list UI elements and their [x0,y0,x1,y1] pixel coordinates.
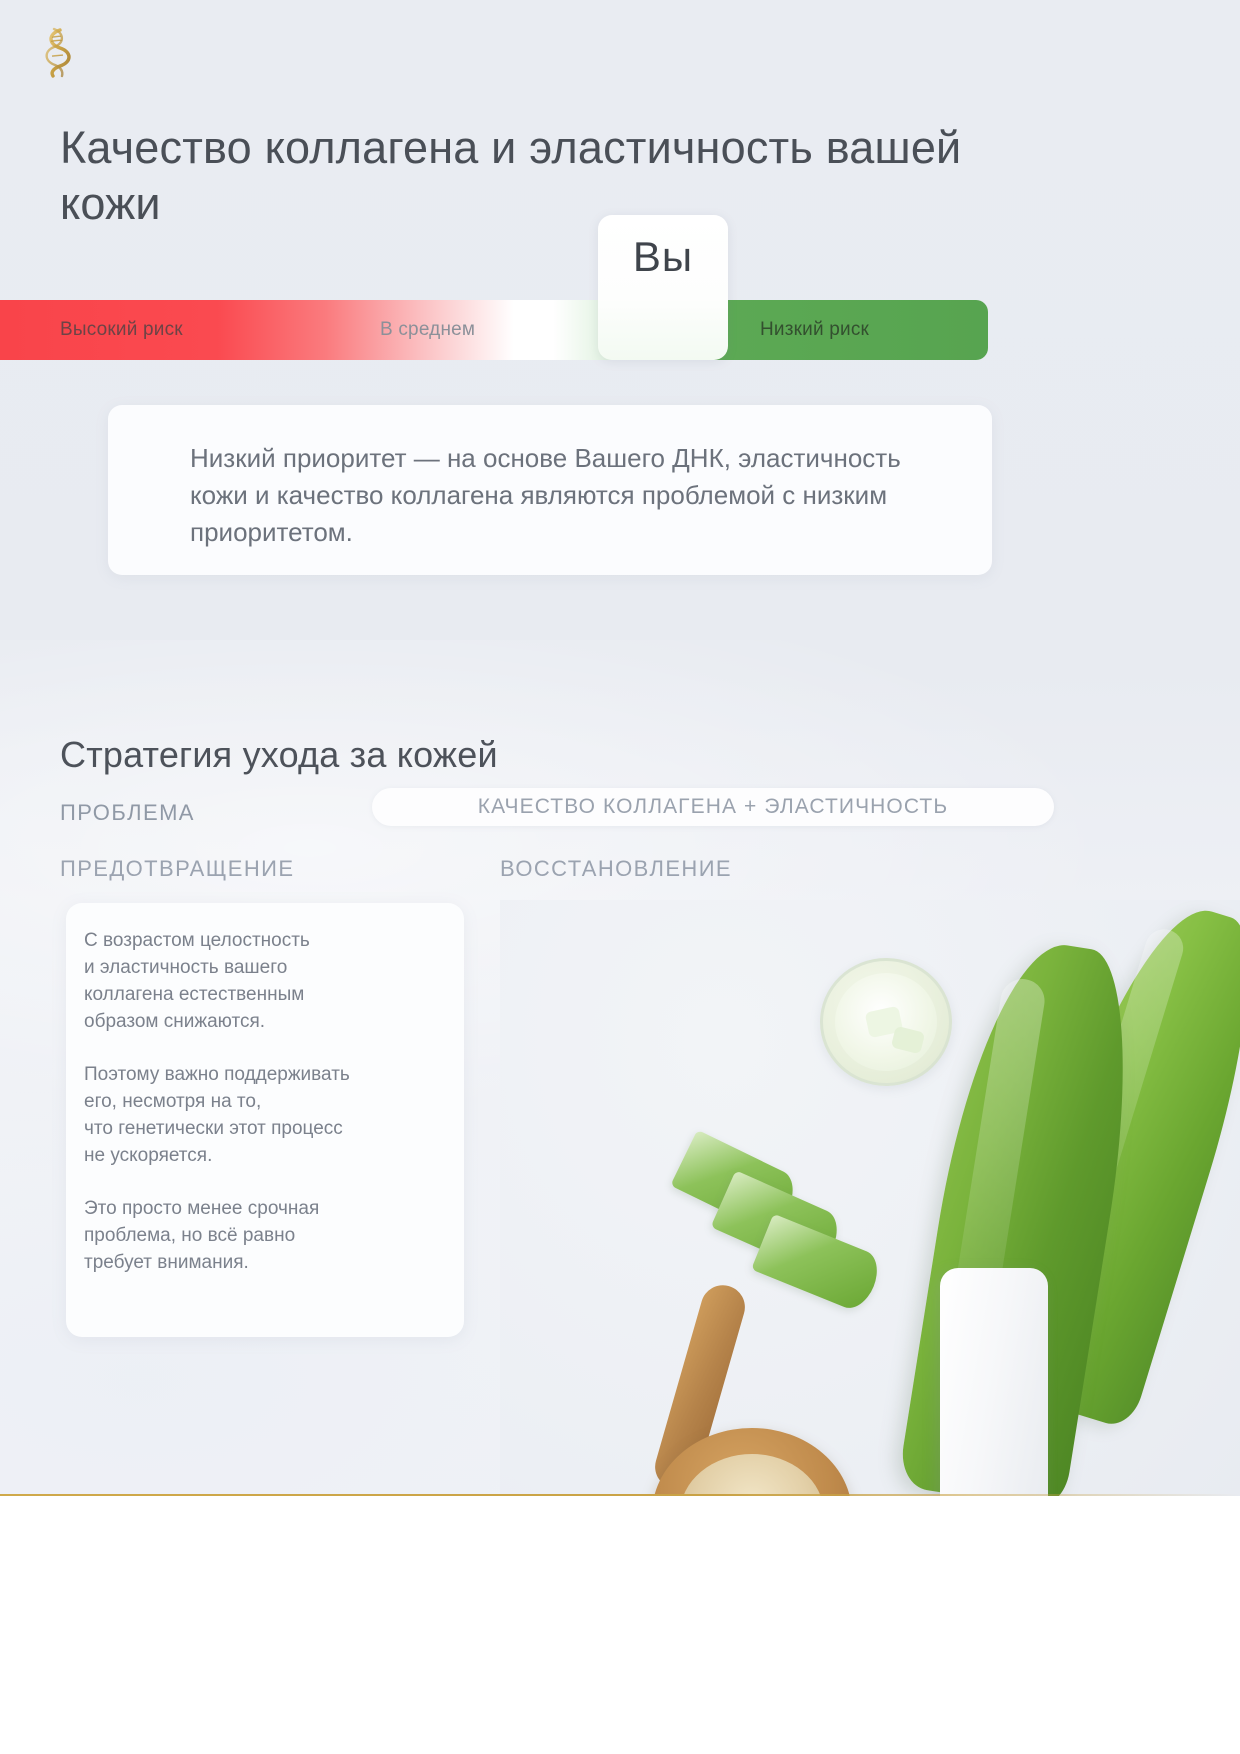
risk-label-low: Низкий риск [760,319,870,340]
you-marker-label: Вы [632,233,694,280]
callout-text: Низкий приоритет — на основе Вашего ДНК,… [190,443,901,547]
footer-gold-divider [0,1494,1240,1496]
card-paragraph: Это просто менее срочная проблема, но вс… [84,1197,320,1273]
glass-bowl-icon [820,958,952,1086]
problem-label: ПРОБЛЕМА [60,800,195,825]
dna-helix-icon [38,24,78,80]
bowl-contents [835,973,937,1071]
risk-scale-gradient-bar [0,300,988,360]
risk-label-high: Высокий риск [60,319,183,340]
prevention-card [66,903,464,1337]
tab-prevention[interactable]: ПРЕДОТВРАЩЕНИЕ [60,856,295,881]
problem-value-text: КАЧЕСТВО КОЛЛАГЕНА + ЭЛАСТИЧНОСТЬ [477,795,949,818]
problem-row: ПРОБЛЕМА КАЧЕСТВО КОЛЛАГЕНА + ЭЛАСТИЧНОС… [60,788,1054,834]
card-paragraph: С возрастом целостность и эластичность в… [84,930,310,1032]
card-paragraph: Поэтому важно поддерживать его, несмотря… [84,1063,350,1166]
problem-value-badge: КАЧЕСТВО КОЛЛАГЕНА + ЭЛАСТИЧНОСТЬ [372,788,1054,826]
footer-band [0,1496,1240,1754]
priority-callout [108,405,992,575]
page-title: Качество коллагена и эластичность вашей … [60,122,962,229]
prevention-card-body: С возрастом целостность и эластичность в… [84,928,454,1277]
tab-restoration[interactable]: ВОССТАНОВЛЕНИЕ [500,856,732,881]
aloe-gel-piece [890,1025,926,1055]
strategy-tabs: ПРЕДОТВРАЩЕНИЕ ВОССТАНОВЛЕНИЕ [60,856,1000,890]
you-marker: Вы [598,215,728,360]
strategy-title: Стратегия ухода за кожей [60,733,498,775]
risk-label-medium: В среднем [380,319,476,340]
risk-scale: Высокий риск В среднем Низкий риск Вы [0,215,1240,360]
